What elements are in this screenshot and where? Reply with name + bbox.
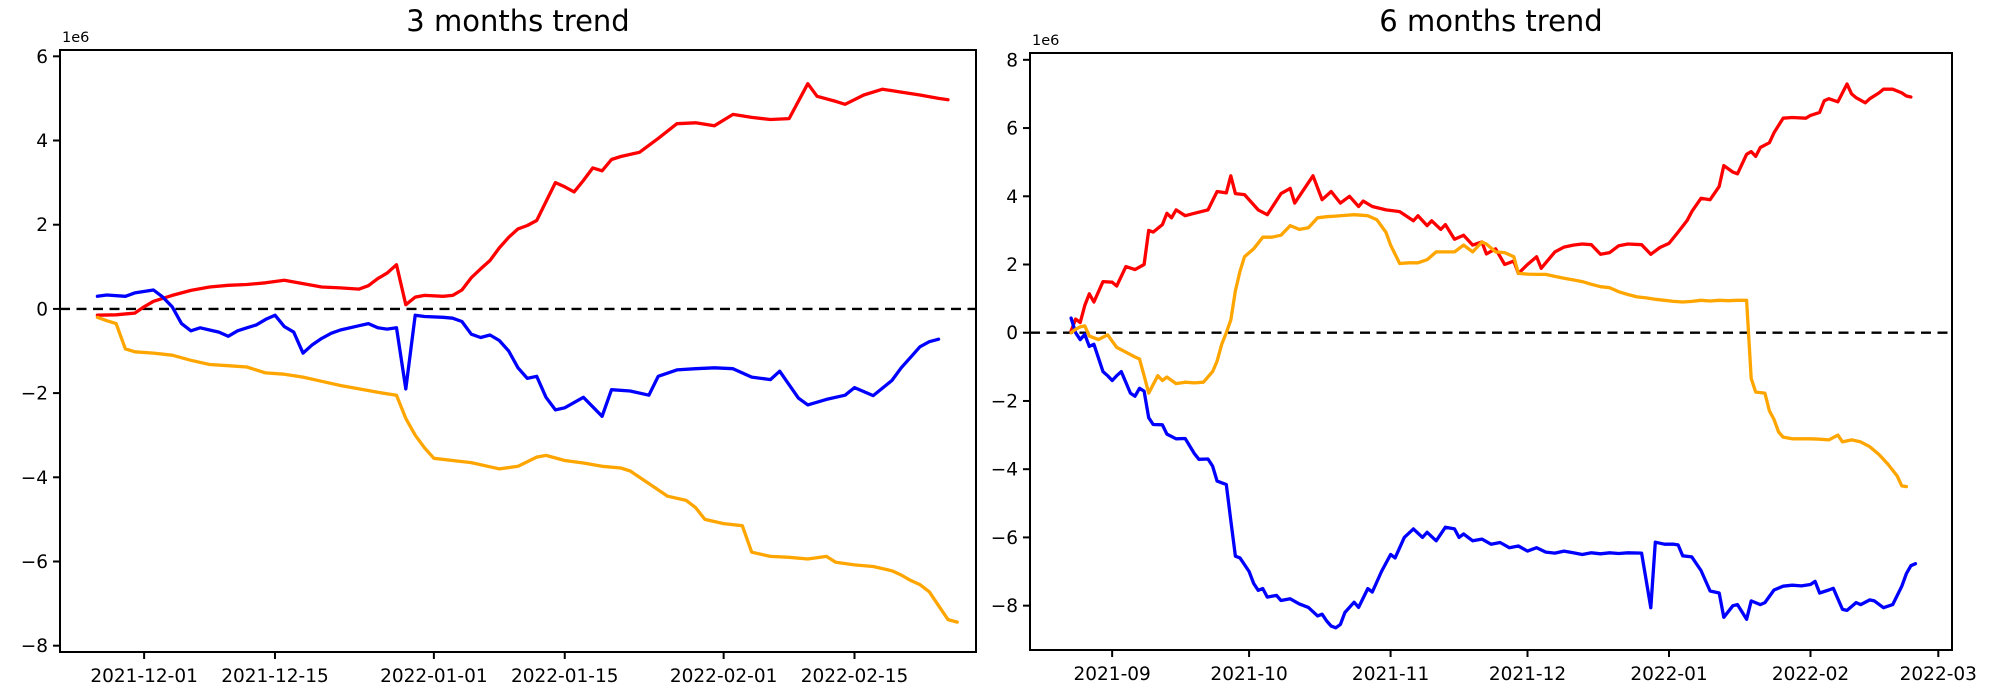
x-axis: 2021-09 2021-10 2021-11 2021-12 2022-01 2022-… [1074, 650, 1977, 685]
y-tick-label: −4 [21, 468, 48, 489]
series-red-line [1069, 82, 1913, 333]
y-tick-label: −8 [21, 636, 48, 657]
chart-title-3-months: 3 months trend [406, 4, 630, 38]
series-blue-line [95, 288, 941, 418]
x-tick-label: 2022-02-15 [801, 666, 909, 687]
plot-spines [1029, 52, 1953, 651]
x-tick-label: 2021-11 [1352, 664, 1429, 685]
y-axis-offset-label: 1e6 [1032, 33, 1059, 49]
y-tick-label: −8 [991, 596, 1018, 617]
x-axis: 2021-12-01 2021-12-15 2022-01-01 2022-01-15… [90, 652, 908, 687]
series-orange-line [95, 315, 959, 624]
y-tick-label: 2 [1006, 255, 1018, 276]
y-tick-label: −6 [991, 528, 1018, 549]
chart-6-months-trend: 2021-09 2021-10 2021-11 2021-12 2022-01 2022-… [991, 33, 1977, 685]
x-tick-label: 2022-01-01 [380, 666, 488, 687]
y-axis: 8 6 4 2 0 −2 −4 −6 −8 [991, 50, 1030, 617]
x-tick-label: 2022-02 [1772, 664, 1849, 685]
chart-3-months-trend: 2021-12-01 2021-12-15 2022-01-01 2022-01-15… [21, 30, 977, 687]
x-tick-label: 2022-02-01 [670, 666, 778, 687]
x-tick-label: 2022-01 [1630, 664, 1707, 685]
chart-title-6-months: 6 months trend [1379, 4, 1603, 38]
y-tick-label: 2 [36, 215, 48, 236]
y-tick-label: −4 [991, 460, 1018, 481]
y-axis: 6 4 2 0 −2 −4 −6 −8 [21, 47, 60, 657]
y-tick-label: 4 [36, 131, 48, 152]
x-tick-label: 2021-12-15 [221, 666, 329, 687]
plot-spines [59, 49, 977, 653]
y-tick-label: −6 [21, 552, 48, 573]
y-tick-label: 6 [1006, 119, 1018, 140]
y-tick-label: 0 [36, 299, 48, 320]
x-tick-label: 2022-03 [1900, 664, 1977, 685]
y-tick-label: −2 [991, 391, 1018, 412]
x-tick-label: 2021-09 [1074, 664, 1151, 685]
y-tick-label: 8 [1006, 50, 1018, 71]
y-axis-offset-label: 1e6 [62, 30, 89, 46]
y-tick-label: 4 [1006, 187, 1018, 208]
x-tick-label: 2021-12-01 [90, 666, 198, 687]
series-blue-line [1069, 316, 1918, 630]
x-tick-label: 2021-10 [1210, 664, 1287, 685]
series-orange-line [1069, 213, 1909, 489]
y-tick-label: 6 [36, 47, 48, 68]
y-tick-label: 0 [1006, 323, 1018, 344]
series-red-line [95, 82, 950, 317]
x-tick-label: 2022-01-15 [511, 666, 619, 687]
x-tick-label: 2021-12 [1489, 664, 1566, 685]
y-tick-label: −2 [21, 384, 48, 405]
